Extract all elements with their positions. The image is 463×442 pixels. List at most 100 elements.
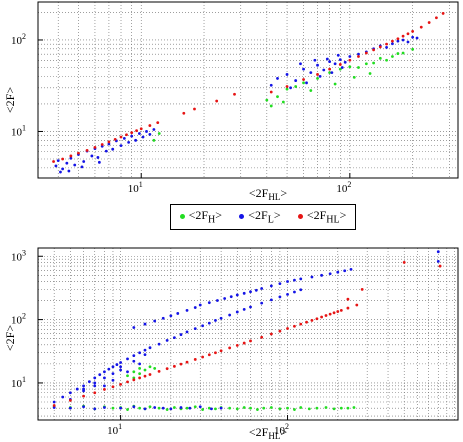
data-point [355,303,359,307]
data-point [161,316,165,320]
data-point [93,384,97,388]
data-point [172,406,176,409]
x-tick-exponent: 1 [139,180,143,189]
data-point [111,378,115,382]
data-point [115,363,119,366]
data-point [260,301,264,305]
series-2fhl [52,260,442,407]
data-point [201,408,205,411]
data-point [143,348,147,352]
data-point [179,333,183,336]
data-point [328,60,332,64]
data-point [372,48,376,52]
data-point [75,387,79,391]
x-axis-label-tail: > [280,186,287,200]
data-point [302,78,305,81]
data-point [119,144,123,148]
data-point [111,372,115,376]
data-point [179,406,183,409]
data-point [132,326,136,329]
data-point [219,406,223,410]
data-point [132,370,136,374]
data-point [346,297,350,301]
series-2fl [52,250,440,411]
data-point [214,351,217,355]
data-point [56,159,60,163]
data-point [143,322,147,326]
data-point [219,316,223,320]
data-point [148,365,152,369]
data-point [153,319,157,323]
data-point [148,373,152,376]
data-point [127,140,131,144]
data-point [104,149,108,153]
data-point [103,370,106,374]
data-point [61,157,65,161]
data-point [73,163,77,167]
data-point [207,321,211,325]
data-point [132,354,136,358]
data-point [315,406,319,410]
x-tick-label: 101 [107,422,122,437]
y-tick-label: 102 [11,312,26,327]
data-point [61,395,65,399]
data-point [176,312,180,315]
x-axis-label-main: <2F [249,186,269,200]
data-point [193,405,197,409]
data-point [316,63,319,67]
y-axis-label: <2F> [3,87,17,113]
data-point [411,47,415,51]
data-point [348,55,352,58]
data-point [107,367,111,371]
data-point [315,317,319,321]
data-point [77,151,80,155]
data-point [286,327,289,330]
data-point [336,270,340,274]
data-point [93,381,97,385]
data-point [165,408,169,411]
y-tick-exponent: 1 [22,375,26,384]
data-point [172,364,176,368]
data-point [156,121,160,124]
y-axis-label: <2F> [3,325,17,351]
data-point [415,36,419,40]
data-point [111,406,115,410]
x-axis-label-sub: HL [268,431,280,441]
data-point [318,74,322,78]
data-point [138,376,142,380]
x-axis-label-tail: > [280,425,287,439]
data-point [346,306,350,310]
y-tick-exponent: 1 [22,123,26,132]
data-point [148,405,152,409]
data-point [111,385,115,389]
data-point [235,310,239,314]
x-tick-exponent: 2 [347,180,351,189]
data-point [138,372,142,376]
data-point [338,58,342,62]
data-point [52,406,56,409]
data-point [126,408,129,411]
data-point [242,291,246,295]
data-point [269,104,273,108]
data-point [328,312,332,316]
data-point [262,406,266,410]
data-point [145,130,148,133]
legend-label-2fhl: <2FHL> [306,208,347,226]
data-point [286,292,289,296]
y-tick-label: 102 [11,32,26,47]
data-point [278,407,282,411]
data-point [193,107,196,111]
data-point [119,406,123,410]
data-point [185,406,189,410]
data-point [139,127,143,131]
data-point [411,35,415,39]
data-point [401,34,405,38]
data-point [436,259,440,263]
data-point [138,362,142,366]
data-point [309,71,313,74]
data-point [391,39,394,43]
data-point [340,66,344,69]
data-point [68,391,72,395]
x-tick-label: 102 [336,180,351,195]
data-point [137,132,141,135]
